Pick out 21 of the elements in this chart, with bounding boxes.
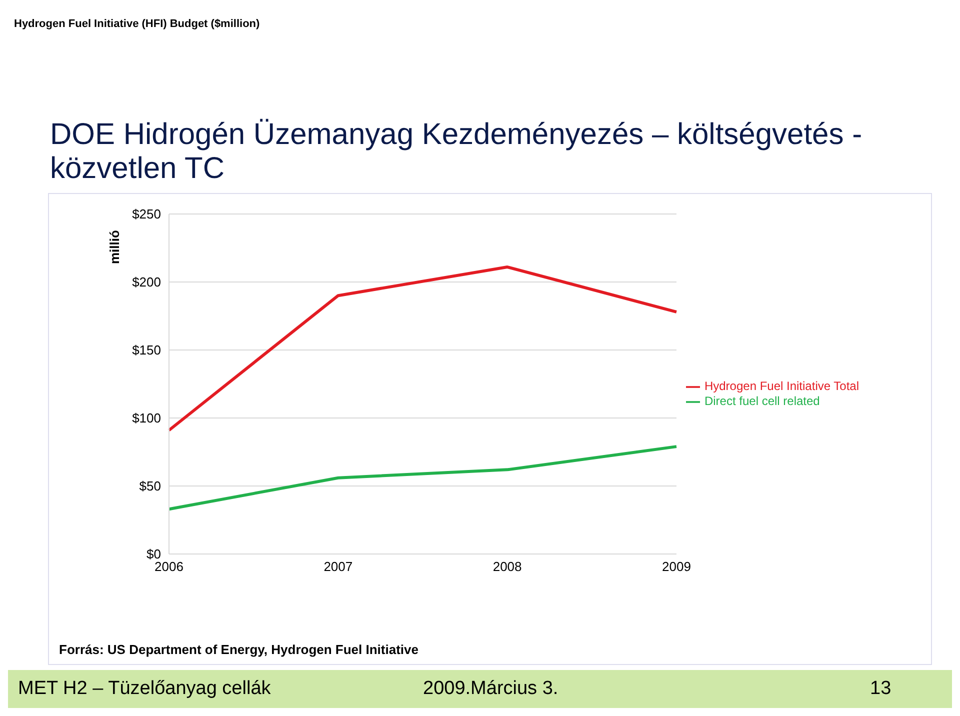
- text: MET H2 – Tüzelőanyag cellák: [18, 678, 271, 700]
- text: Hydrogen Fuel Initiative (HFI) Budget ($million): [14, 18, 260, 30]
- line-series: [168, 266, 678, 432]
- y-tick-label: $0: [146, 546, 161, 562]
- y-axis-title: millió: [107, 230, 122, 264]
- x-tick-label: 2008: [492, 559, 522, 574]
- text: 13: [870, 678, 892, 700]
- chart-title: DOE Hidrogén Üzemanyag Kezdeményezés – költségvetés - közvetlen TC: [50, 118, 864, 186]
- legend-label: Hydrogen Fuel Initiative Total: [704, 379, 859, 394]
- y-tick-label: $50: [139, 478, 161, 494]
- x-tick-label: 2009: [662, 559, 691, 574]
- legend-label: Direct fuel cell related: [704, 394, 820, 408]
- x-tick-label: 2006: [154, 559, 184, 574]
- y-tick-label: $150: [132, 342, 161, 358]
- line-series: [168, 445, 678, 511]
- text: Forrás: US Department of Energy, Hydrogen Fuel Initiative: [59, 642, 418, 657]
- y-tick-label: $100: [132, 410, 161, 426]
- y-tick-label: $200: [132, 274, 161, 290]
- y-tick-label: $250: [132, 206, 161, 222]
- x-tick-label: 2007: [324, 559, 353, 574]
- text: 2009.Március 3.: [423, 678, 558, 700]
